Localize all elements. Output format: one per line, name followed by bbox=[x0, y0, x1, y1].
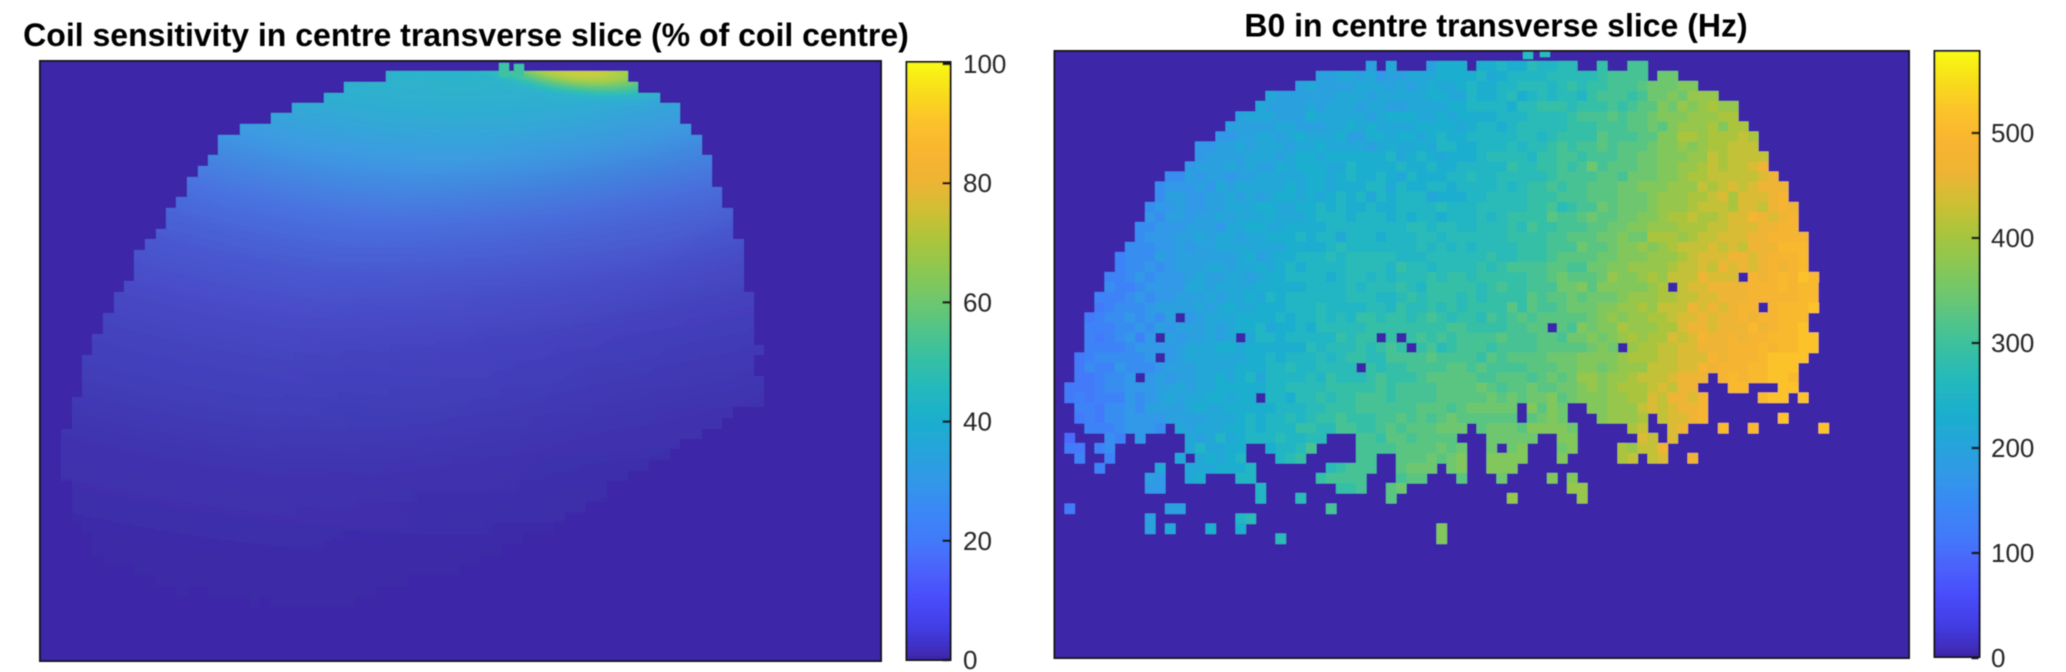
svg-text:200: 200 bbox=[1991, 433, 2034, 463]
svg-text:80: 80 bbox=[963, 168, 992, 198]
svg-text:20: 20 bbox=[963, 526, 992, 556]
svg-text:60: 60 bbox=[963, 287, 992, 317]
svg-text:100: 100 bbox=[1991, 538, 2034, 568]
svg-text:0: 0 bbox=[963, 645, 977, 672]
svg-text:0: 0 bbox=[1991, 643, 2005, 672]
svg-text:100: 100 bbox=[963, 49, 1006, 79]
svg-text:500: 500 bbox=[1991, 118, 2034, 148]
svg-text:400: 400 bbox=[1991, 223, 2034, 253]
svg-text:B0 in centre transverse slice: B0 in centre transverse slice (Hz) bbox=[1244, 8, 1747, 44]
svg-text:Coil sensitivity in centre tra: Coil sensitivity in centre transverse sl… bbox=[23, 17, 909, 53]
svg-text:300: 300 bbox=[1991, 328, 2034, 358]
svg-text:40: 40 bbox=[963, 407, 992, 437]
